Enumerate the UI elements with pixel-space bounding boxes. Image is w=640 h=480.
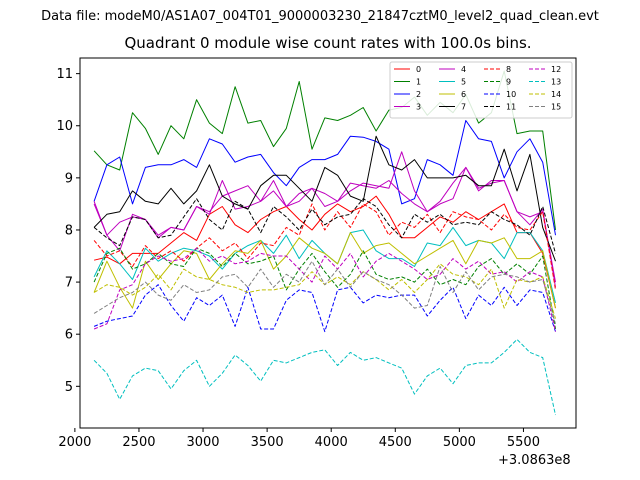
series-line-9 [93,247,556,330]
series-line-10 [93,284,556,333]
y-tick-label: 10 [56,119,73,134]
y-tick-label: 6 [65,328,73,343]
x-tick-label: 4500 [379,435,412,450]
legend-label-0: 0 [416,65,421,74]
series-line-8 [93,203,556,290]
legend-label-11: 11 [506,103,516,112]
legend-label-7: 7 [461,103,466,112]
legend-box [389,61,573,119]
x-tick-label: 2500 [122,435,155,450]
legend-label-2: 2 [416,90,421,99]
series-line-4 [93,151,556,283]
series-line-15 [93,260,556,324]
legend-label-13: 13 [551,78,561,87]
plot-lines [93,70,556,416]
series-line-2 [93,120,556,236]
legend-label-1: 1 [416,78,421,87]
series-line-0 [93,195,556,309]
y-tick-label: 5 [65,380,73,395]
series-line-5 [93,226,556,304]
chart-title: Quadrant 0 module wise count rates with … [124,34,532,52]
series-line-12 [93,247,556,332]
x-axis: 2000 2500 3000 3500 4000 4500 5000 5500 [58,428,540,450]
axes-frame [79,57,577,429]
legend-label-14: 14 [551,90,561,99]
legend-label-6: 6 [461,90,466,99]
x-tick-label: 5500 [507,435,540,450]
x-offset-label: +3.0863e8 [498,453,571,468]
legend-label-5: 5 [461,78,466,87]
x-tick-label: 2000 [58,435,91,450]
legend-label-4: 4 [461,65,466,74]
series-line-13 [93,338,556,416]
series-line-11 [93,198,556,254]
legend-label-15: 15 [551,103,561,112]
legend-label-3: 3 [416,103,421,112]
y-tick-label: 7 [65,276,73,291]
legend-label-8: 8 [506,65,511,74]
legend-label-10: 10 [506,90,516,99]
legend-label-9: 9 [506,78,511,87]
data-file-suptitle: Data file: modeM0/AS1A07_004T01_90000032… [41,9,599,24]
y-tick-label: 9 [65,171,73,186]
x-tick-label: 4000 [315,435,348,450]
x-tick-label: 3000 [186,435,219,450]
x-tick-label: 5000 [443,435,476,450]
x-tick-label: 3500 [251,435,284,450]
series-line-1 [93,70,556,231]
series-line-7 [93,135,556,262]
y-tick-label: 11 [56,67,73,82]
legend-label-12: 12 [551,65,561,74]
y-axis: 5 6 7 8 9 10 11 [56,67,80,395]
y-tick-label: 8 [65,223,73,238]
